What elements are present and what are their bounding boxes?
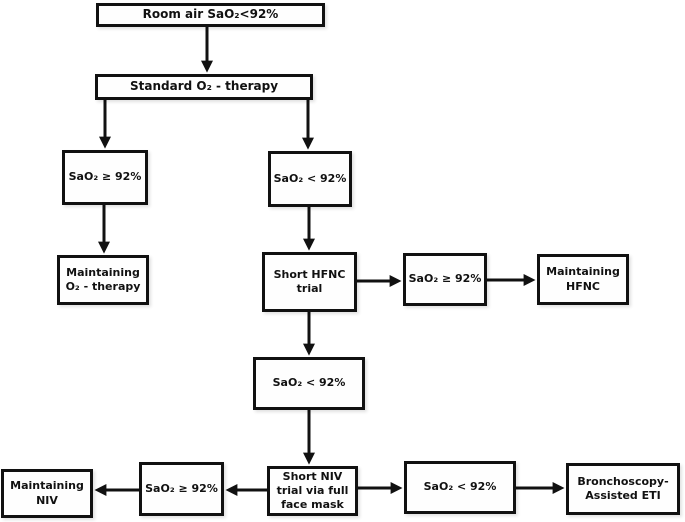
- node-sao2-ge92-after-standard: SaO₂ ≥ 92%: [62, 150, 148, 205]
- node-maintaining-niv: Maintaining NIV: [1, 469, 93, 518]
- node-short-hfnc-trial: Short HFNC trial: [262, 252, 357, 312]
- node-bronchoscopy-assisted-eti: Bronchoscopy- Assisted ETI: [566, 463, 680, 515]
- node-maintaining-hfnc: Maintaining HFNC: [537, 254, 629, 305]
- node-room-air-sao2: Room air SaO₂<92%: [96, 3, 325, 27]
- node-standard-o2-therapy: Standard O₂ - therapy: [95, 74, 313, 100]
- node-maintaining-o2-therapy: Maintaining O₂ - therapy: [57, 255, 149, 305]
- node-sao2-lt92-after-standard: SaO₂ < 92%: [268, 151, 352, 207]
- node-sao2-ge92-after-hfnc: SaO₂ ≥ 92%: [403, 253, 487, 306]
- node-short-niv-trial: Short NIV trial via full face mask: [267, 466, 358, 516]
- node-sao2-ge92-after-niv: SaO₂ ≥ 92%: [139, 462, 224, 516]
- node-sao2-lt92-after-hfnc: SaO₂ < 92%: [253, 357, 365, 410]
- node-sao2-lt92-after-niv: SaO₂ < 92%: [404, 461, 516, 514]
